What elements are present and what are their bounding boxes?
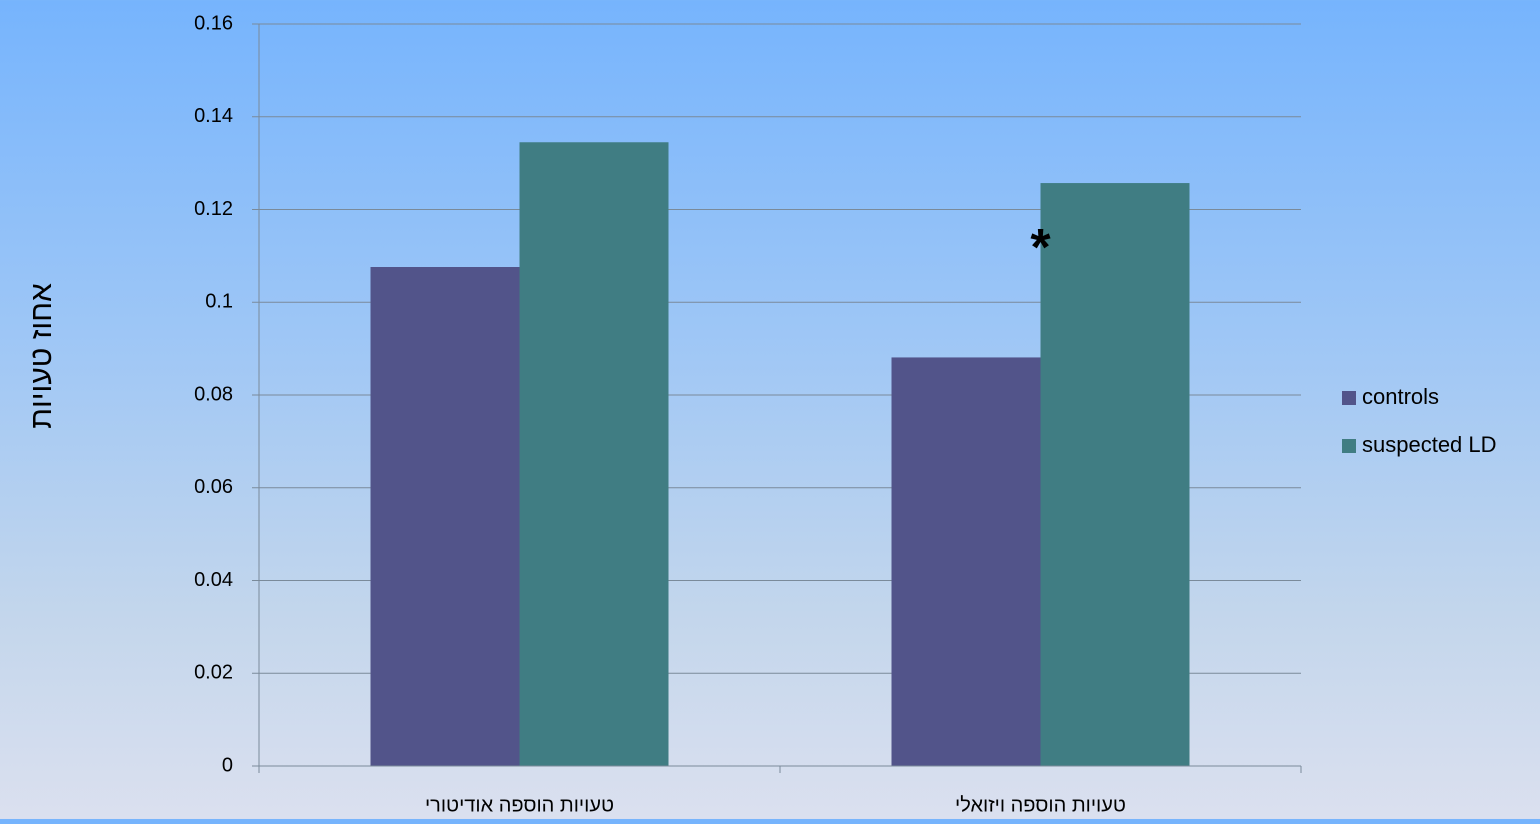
legend-label: controls [1362, 384, 1439, 409]
bar-suspected-ld-1 [519, 142, 669, 767]
y-tick-label: 0.04 [194, 569, 233, 591]
y-tick-label: 0 [222, 754, 233, 776]
legend-swatch [1342, 391, 1356, 405]
y-tick-label: 0.12 [194, 198, 233, 220]
legend-swatch [1342, 439, 1356, 453]
bars [370, 142, 1190, 767]
bar-controls-1 [370, 267, 520, 766]
y-tick-label: 0.02 [194, 662, 233, 684]
x-tick-label: טעויות הוספה ויזואלי [955, 794, 1126, 816]
bar-suspected-ld-2 [1040, 183, 1190, 766]
y-tick-label: 0.14 [194, 105, 233, 127]
y-tick-label: 0.08 [194, 383, 233, 405]
y-tick-label: 0.1 [205, 291, 233, 313]
y-axis-label: אחוז טעויות [25, 283, 58, 429]
legend-label: suspected LD [1362, 432, 1497, 457]
axes [252, 23, 1302, 773]
x-tick-label: טעויות הוספה אודיטורי [425, 794, 614, 816]
legend: controls suspected LD [1342, 384, 1497, 457]
y-tick-label: 0.06 [194, 476, 233, 498]
x-tick-labels: טעויות הוספה אודיטורי טעויות הוספה ויזואל… [425, 794, 1126, 816]
significance-marker: * [1030, 219, 1051, 277]
bar-controls-2 [891, 357, 1041, 766]
y-tick-label: 0.16 [194, 12, 233, 34]
y-tick-labels: 0 0.02 0.04 0.06 0.08 0.1 0.12 0.14 0.16 [194, 12, 233, 776]
annotations: * [1030, 219, 1051, 277]
